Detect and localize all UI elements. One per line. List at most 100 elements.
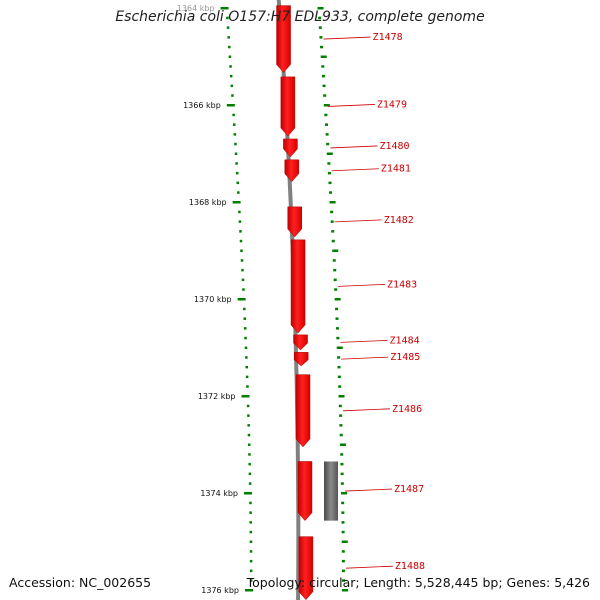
minor-tick [232, 113, 235, 117]
gene-leader-line [340, 340, 388, 343]
minor-tick [339, 433, 343, 437]
minor-tick [240, 249, 243, 252]
minor-tick [239, 230, 242, 233]
minor-tick [233, 133, 237, 136]
minor-tick [243, 307, 246, 311]
minor-tick [227, 36, 230, 39]
minor-tick [341, 492, 348, 495]
minor-tick [249, 559, 253, 563]
tick-label: 1366 kbp [183, 101, 221, 110]
minor-tick [248, 472, 252, 476]
major-ticks: 1364 kbp 1366 kbp 1368 kbp 1370 kbp 1372 kbp… [177, 4, 253, 595]
gene-arrow-z1478 [276, 5, 291, 73]
tick-label: 1364 kbp [177, 4, 215, 13]
gene-label-z1488: Z1488 [395, 561, 425, 572]
accession-text: Accession: NC_002655 [9, 575, 152, 590]
minor-tick [249, 579, 253, 582]
gene-label-z1481: Z1481 [381, 164, 411, 175]
minor-tick [337, 356, 341, 359]
minor-tick [326, 152, 333, 155]
minor-tick [229, 65, 232, 68]
gray-feature-block [323, 461, 338, 521]
gene-leader-line [342, 408, 391, 412]
minor-tick [335, 327, 339, 330]
minor-tick [336, 346, 343, 349]
feature-track [323, 461, 338, 521]
minor-tick [244, 346, 248, 349]
minor-tick [326, 142, 330, 146]
minor-tick [339, 424, 343, 427]
gene-leader-line [338, 283, 386, 287]
minor-tick [340, 453, 344, 456]
minor-tick [334, 288, 338, 291]
minor-tick [243, 317, 247, 320]
minor-tick [323, 104, 330, 107]
tick-label: 1372 kbp [198, 392, 236, 401]
major-tick [220, 7, 229, 10]
minor-tick [333, 268, 337, 272]
minor-tick [318, 16, 322, 20]
gene-label-z1485: Z1485 [390, 352, 420, 363]
tick-label: 1376 kbp [201, 586, 239, 595]
minor-tick [323, 94, 327, 97]
gene-arrow-z1485 [293, 352, 309, 367]
minor-tick [238, 220, 242, 223]
minor-tick [246, 385, 249, 388]
gene-arrow-z1488 [298, 536, 314, 600]
gene-leader-line [327, 104, 375, 107]
minor-tick [331, 239, 335, 243]
minor-tick [240, 259, 244, 262]
minor-tick [327, 171, 331, 175]
minor-tick [334, 298, 341, 301]
minor-tick [339, 443, 346, 446]
gene-arrow-z1481 [284, 159, 300, 183]
minor-tick [244, 336, 247, 340]
minor-tick [229, 74, 233, 78]
minor-tick [234, 142, 237, 146]
minor-tick [226, 26, 230, 29]
gene-arrow-z1480 [283, 138, 298, 158]
minor-tick [228, 45, 231, 49]
minor-tick [341, 540, 348, 543]
minor-tick [232, 123, 236, 126]
gene-label-z1479: Z1479 [377, 99, 407, 110]
gene-leader-line [331, 168, 379, 172]
minor-tick [236, 181, 240, 185]
gene-label-z1483: Z1483 [387, 279, 417, 290]
minor-tick [228, 55, 232, 58]
gene-arrow-z1483 [290, 239, 306, 334]
minor-tick [324, 123, 328, 126]
minor-tick [327, 162, 331, 165]
minor-tick [318, 26, 322, 29]
minor-tick [247, 443, 251, 446]
gene-leader-line [344, 488, 393, 492]
minor-tick [235, 162, 238, 165]
minor-tick [341, 521, 345, 524]
minor-ticks-right [317, 7, 348, 592]
minor-tick [234, 152, 238, 155]
gene-leader-line [334, 219, 382, 223]
gene-label-z1480: Z1480 [379, 141, 409, 152]
minor-tick [235, 171, 239, 175]
minor-tick [249, 540, 253, 543]
minor-tick [317, 7, 324, 10]
gene-labels: Z1478 Z1479 Z1480 Z1481 Z1482 Z1483 Z1484 Z1485… [323, 32, 425, 572]
minor-tick [329, 191, 333, 194]
gene-label-z1478: Z1478 [373, 32, 403, 43]
minor-tick [321, 65, 325, 68]
minor-tick [249, 511, 252, 514]
minor-tick [337, 375, 341, 379]
minor-tick [328, 181, 332, 185]
minor-tick [337, 365, 341, 369]
minor-tick [245, 375, 249, 379]
minor-tick [243, 327, 247, 330]
gene-arrow-z1479 [280, 76, 296, 137]
minor-tick [341, 589, 348, 592]
minor-tick [248, 482, 252, 485]
major-tick [244, 492, 253, 495]
topology-text: Topology: circular; Length: 5,528,445 bp… [246, 575, 590, 590]
minor-tick [336, 336, 340, 340]
minor-tick [321, 74, 325, 78]
gene-arrow-z1486 [295, 374, 311, 448]
minor-tick [247, 433, 251, 437]
